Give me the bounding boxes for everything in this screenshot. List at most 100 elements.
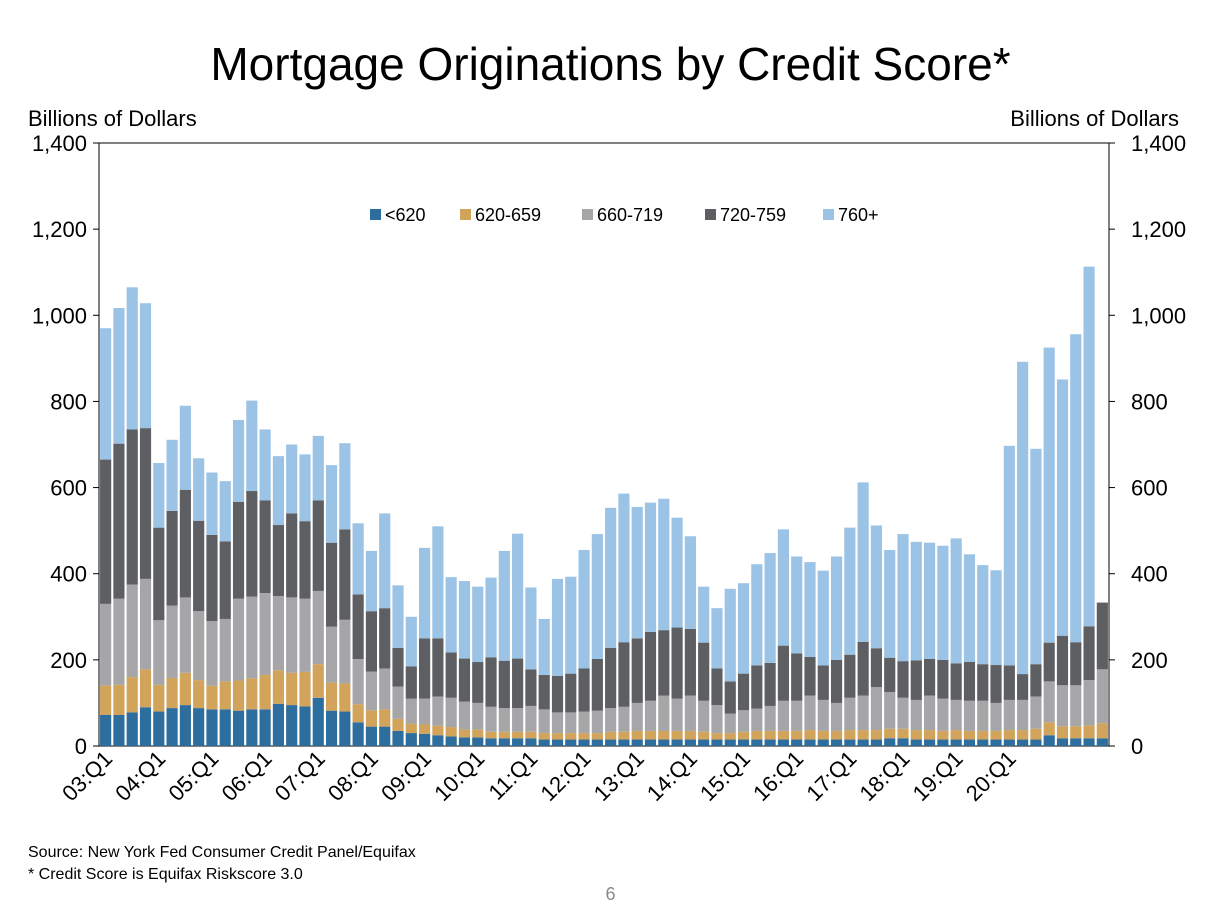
bar-segment [737, 710, 750, 732]
bar-segment [1083, 725, 1095, 739]
bar-segment [1003, 730, 1015, 740]
bar-segment [1017, 674, 1029, 700]
bar-segment [445, 736, 457, 746]
bar-segment [751, 665, 763, 709]
bar-segment [1030, 448, 1042, 665]
bar-segment [325, 682, 338, 711]
bar-segment [432, 696, 444, 726]
bar-segment [658, 630, 670, 696]
bar-segment [658, 730, 670, 740]
bar-segment [392, 718, 404, 731]
bar-segment [950, 699, 962, 731]
bar-segment [472, 702, 484, 730]
bar-segment [1043, 642, 1055, 682]
bar-segment [578, 711, 590, 734]
bar-segment [658, 498, 670, 631]
x-tick-label: 14:Q1 [642, 746, 702, 806]
bar-segment [1056, 726, 1069, 739]
bar-segment [232, 598, 245, 681]
bar-segment [538, 733, 550, 740]
bar-segment [684, 730, 696, 740]
bar-segment [817, 699, 829, 731]
bar-segment [817, 570, 829, 666]
bar-segment [977, 700, 989, 731]
bar-segment [618, 739, 630, 746]
bar-segment [830, 730, 843, 740]
bar-segment [472, 662, 484, 703]
x-tick-label: 15:Q1 [695, 746, 755, 806]
bar-segment [977, 565, 989, 665]
bar-segment [179, 489, 191, 598]
legend-label: 620-659 [475, 205, 541, 225]
bar-segment [485, 738, 497, 746]
bar-segment [698, 739, 710, 746]
bar-segment [405, 666, 417, 699]
bar-segment [711, 739, 723, 746]
bar-segment [352, 722, 364, 746]
bar-segment [658, 739, 670, 746]
bar-segment [1030, 728, 1042, 740]
legend-label: 760+ [838, 205, 879, 225]
bar-segment [937, 698, 949, 731]
footnote: * Credit Score is Equifax Riskscore 3.0 [28, 866, 303, 883]
bar-segment [419, 638, 431, 699]
bar-segment [246, 709, 258, 746]
bar-segment [325, 710, 338, 746]
bar-segment [698, 700, 710, 732]
bar-segment [605, 731, 617, 740]
x-tick-label: 19:Q1 [908, 746, 968, 806]
bar-segment [232, 419, 245, 502]
bar-segment [179, 597, 191, 673]
bar-segment [193, 680, 205, 709]
bar-segment [286, 597, 298, 673]
plot-frame [98, 142, 1110, 747]
bar-segment [525, 587, 537, 670]
bar-segment [1003, 445, 1015, 666]
bar-segment [870, 525, 883, 649]
bar-segment [1083, 266, 1095, 627]
bar-segment [791, 653, 803, 701]
bar-segment [299, 454, 311, 522]
bar-segment [844, 730, 856, 740]
bar-segment [139, 428, 152, 579]
bar-segment [405, 616, 417, 667]
bar-segment [206, 709, 218, 746]
bar-segment [737, 583, 750, 674]
bar-segment [551, 578, 564, 676]
bar-segment [1083, 626, 1095, 681]
bar-segment [219, 618, 231, 682]
bar-segment [631, 739, 643, 746]
bar-segment [1043, 722, 1055, 736]
y-tick-label-right: 0 [1131, 734, 1143, 759]
bar-segment [365, 710, 378, 727]
bar-segment [458, 737, 471, 746]
bar-segment [1030, 739, 1042, 746]
bar-segment [724, 713, 736, 734]
bar-segment [551, 739, 564, 746]
bar-segment [179, 405, 191, 490]
bar-segment [684, 695, 696, 731]
y-tick-label-right: 1,400 [1131, 131, 1186, 156]
bar-segment [538, 709, 550, 734]
bar-segment [246, 400, 258, 492]
bar-segment [206, 685, 218, 710]
bar-segment [246, 678, 258, 710]
bar-segment [166, 510, 178, 606]
bar-segment [458, 729, 471, 738]
bar-segment [884, 692, 896, 729]
bar-segment [724, 733, 736, 740]
bar-segment [1056, 379, 1069, 636]
source-note: Source: New York Fed Consumer Credit Pan… [28, 844, 416, 861]
bar-segment [339, 529, 351, 620]
bar-segment [671, 730, 683, 740]
bar-segment [644, 730, 657, 740]
y-tick-label-right: 800 [1131, 389, 1168, 414]
bar-segment [219, 709, 231, 746]
bar-segment [870, 739, 883, 746]
bar-segment [299, 521, 311, 599]
bar-segment [857, 695, 869, 731]
bar-segment [1096, 669, 1108, 724]
bar-segment [512, 738, 524, 746]
bar-segment [485, 577, 497, 658]
